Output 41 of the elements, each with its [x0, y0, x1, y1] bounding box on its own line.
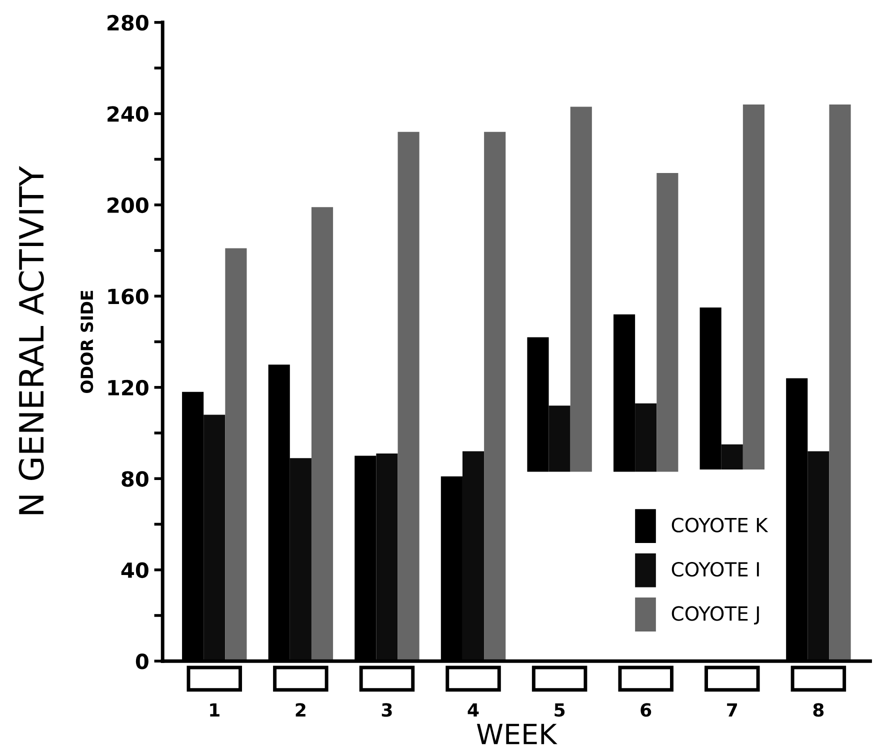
- bar: [462, 451, 484, 662]
- bar: [721, 444, 743, 470]
- x-tick-label: 1: [210, 703, 220, 716]
- y-tick-label: 240: [108, 106, 148, 122]
- x-tick-label: 6: [640, 703, 652, 717]
- bar: [290, 458, 312, 662]
- bar: [829, 104, 851, 662]
- bar: [398, 132, 420, 662]
- bar: [484, 132, 506, 662]
- y-axis-title: N GENERAL ACTIVITY: [18, 166, 44, 514]
- y-tick-label: 80: [122, 471, 148, 487]
- x-tick-label: 8: [813, 703, 824, 717]
- bar: [700, 308, 722, 470]
- bar: [808, 451, 830, 662]
- x-axis-title: WEEK: [476, 724, 558, 744]
- bar: [635, 403, 657, 472]
- x-tick-label: 5: [554, 703, 565, 717]
- text: ODOR SIDE: [80, 290, 94, 394]
- y-tick-label: 200: [108, 197, 148, 214]
- y-tick-label: 160: [108, 288, 148, 304]
- legend-label: COYOTE I: [672, 562, 759, 577]
- x-tick-label: 3: [382, 703, 392, 717]
- y-tick-label: 40: [121, 562, 148, 578]
- bar: [570, 106, 592, 472]
- x-tick-label: 4: [468, 703, 479, 716]
- y-tick-label: 0: [136, 654, 148, 670]
- bar: [376, 454, 398, 662]
- bar: [225, 248, 247, 662]
- x-tick-label: 2: [296, 703, 306, 716]
- bar: [656, 172, 678, 472]
- y-tick-label: 280: [108, 14, 148, 31]
- bar: [204, 414, 226, 662]
- bar: [311, 207, 334, 662]
- bar: [527, 337, 549, 472]
- bar: [613, 314, 636, 472]
- x-tick-label: 7: [727, 703, 737, 716]
- legend-label: COYOTE J: [672, 606, 759, 625]
- legend-label: COYOTE K: [672, 518, 768, 532]
- y-tick-label: 120: [108, 380, 148, 396]
- bar: [548, 406, 570, 472]
- bar: [742, 104, 764, 470]
